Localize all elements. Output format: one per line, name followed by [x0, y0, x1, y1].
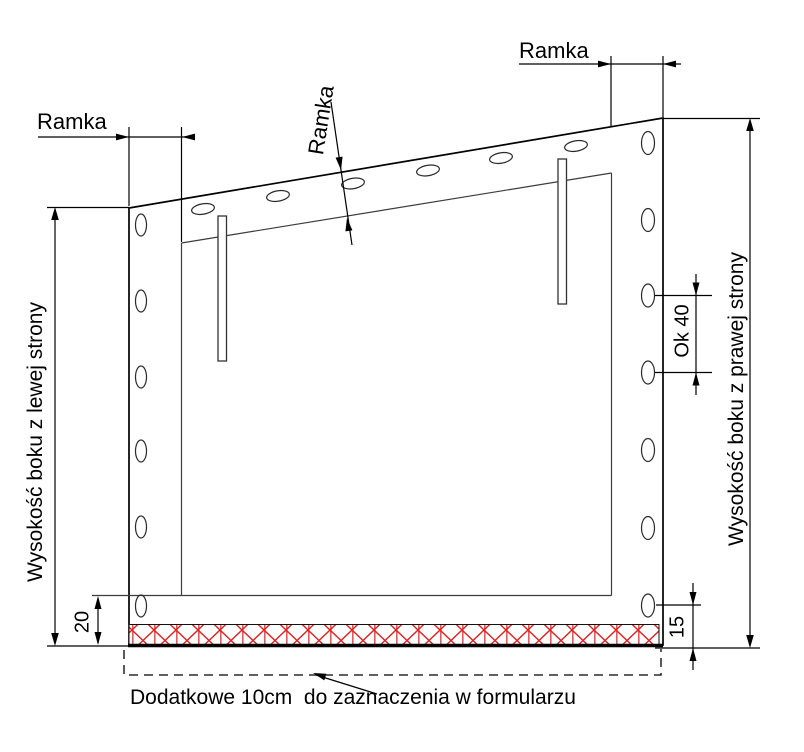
eyelet	[341, 177, 365, 190]
hanging-slot-right	[557, 158, 568, 305]
eyelets-right-band	[640, 130, 656, 618]
tarp-outline	[128, 116, 664, 646]
eyelet-spacing-label: Ok 40	[671, 304, 694, 358]
eyelet	[640, 207, 656, 233]
eyelet	[134, 515, 148, 539]
bottom-hem-right-label: 15	[666, 615, 689, 639]
dim-ramka-top-right	[519, 56, 681, 126]
dashed-extra-zone	[123, 649, 662, 676]
eyelet	[640, 130, 656, 156]
hanging-slots	[217, 158, 568, 362]
note-leader-arrow	[313, 673, 378, 695]
bottom-note: Dodatkowe 10cm do zaznaczenia w formular…	[130, 686, 576, 709]
dim-left-height	[47, 206, 129, 647]
eyelet	[134, 365, 148, 389]
hanging-slot-left	[217, 215, 228, 362]
dim-right-height	[655, 117, 760, 649]
eyelet	[640, 360, 656, 385]
dim-ramka-middle	[330, 101, 353, 246]
inner-frame-lines	[92, 172, 613, 597]
dim-ramka-top-left	[38, 127, 195, 242]
bottom-hem-left-label: 20	[71, 610, 94, 634]
eyelet	[416, 164, 440, 177]
eyelet	[640, 515, 656, 541]
eyelet	[489, 151, 513, 165]
dim-15	[656, 583, 701, 670]
eyelet	[134, 439, 148, 463]
eyelet	[640, 437, 656, 463]
eyelets-left-band	[134, 213, 148, 618]
right-side-height-label: Wysokość boku z prawej strony	[724, 252, 748, 546]
eyelet	[134, 289, 148, 313]
dim-20	[94, 596, 102, 645]
eyelet	[564, 139, 588, 153]
eyelet	[134, 213, 148, 237]
eyelet	[134, 594, 148, 618]
ramka-label-top-right: Ramka	[519, 38, 589, 63]
eyelet	[191, 202, 215, 216]
inner-top-slant-line	[181, 172, 612, 244]
left-side-height-label: Wysokość boku z lewej strony	[23, 302, 47, 582]
eyelet	[266, 189, 290, 203]
hatched-hem-strip	[128, 624, 660, 646]
ramka-label-top-left: Ramka	[37, 109, 107, 134]
eyelets-top-band	[191, 139, 588, 216]
dim-eyelet-spacing	[655, 274, 712, 395]
eyelet	[640, 593, 656, 618]
eyelet	[640, 283, 656, 308]
